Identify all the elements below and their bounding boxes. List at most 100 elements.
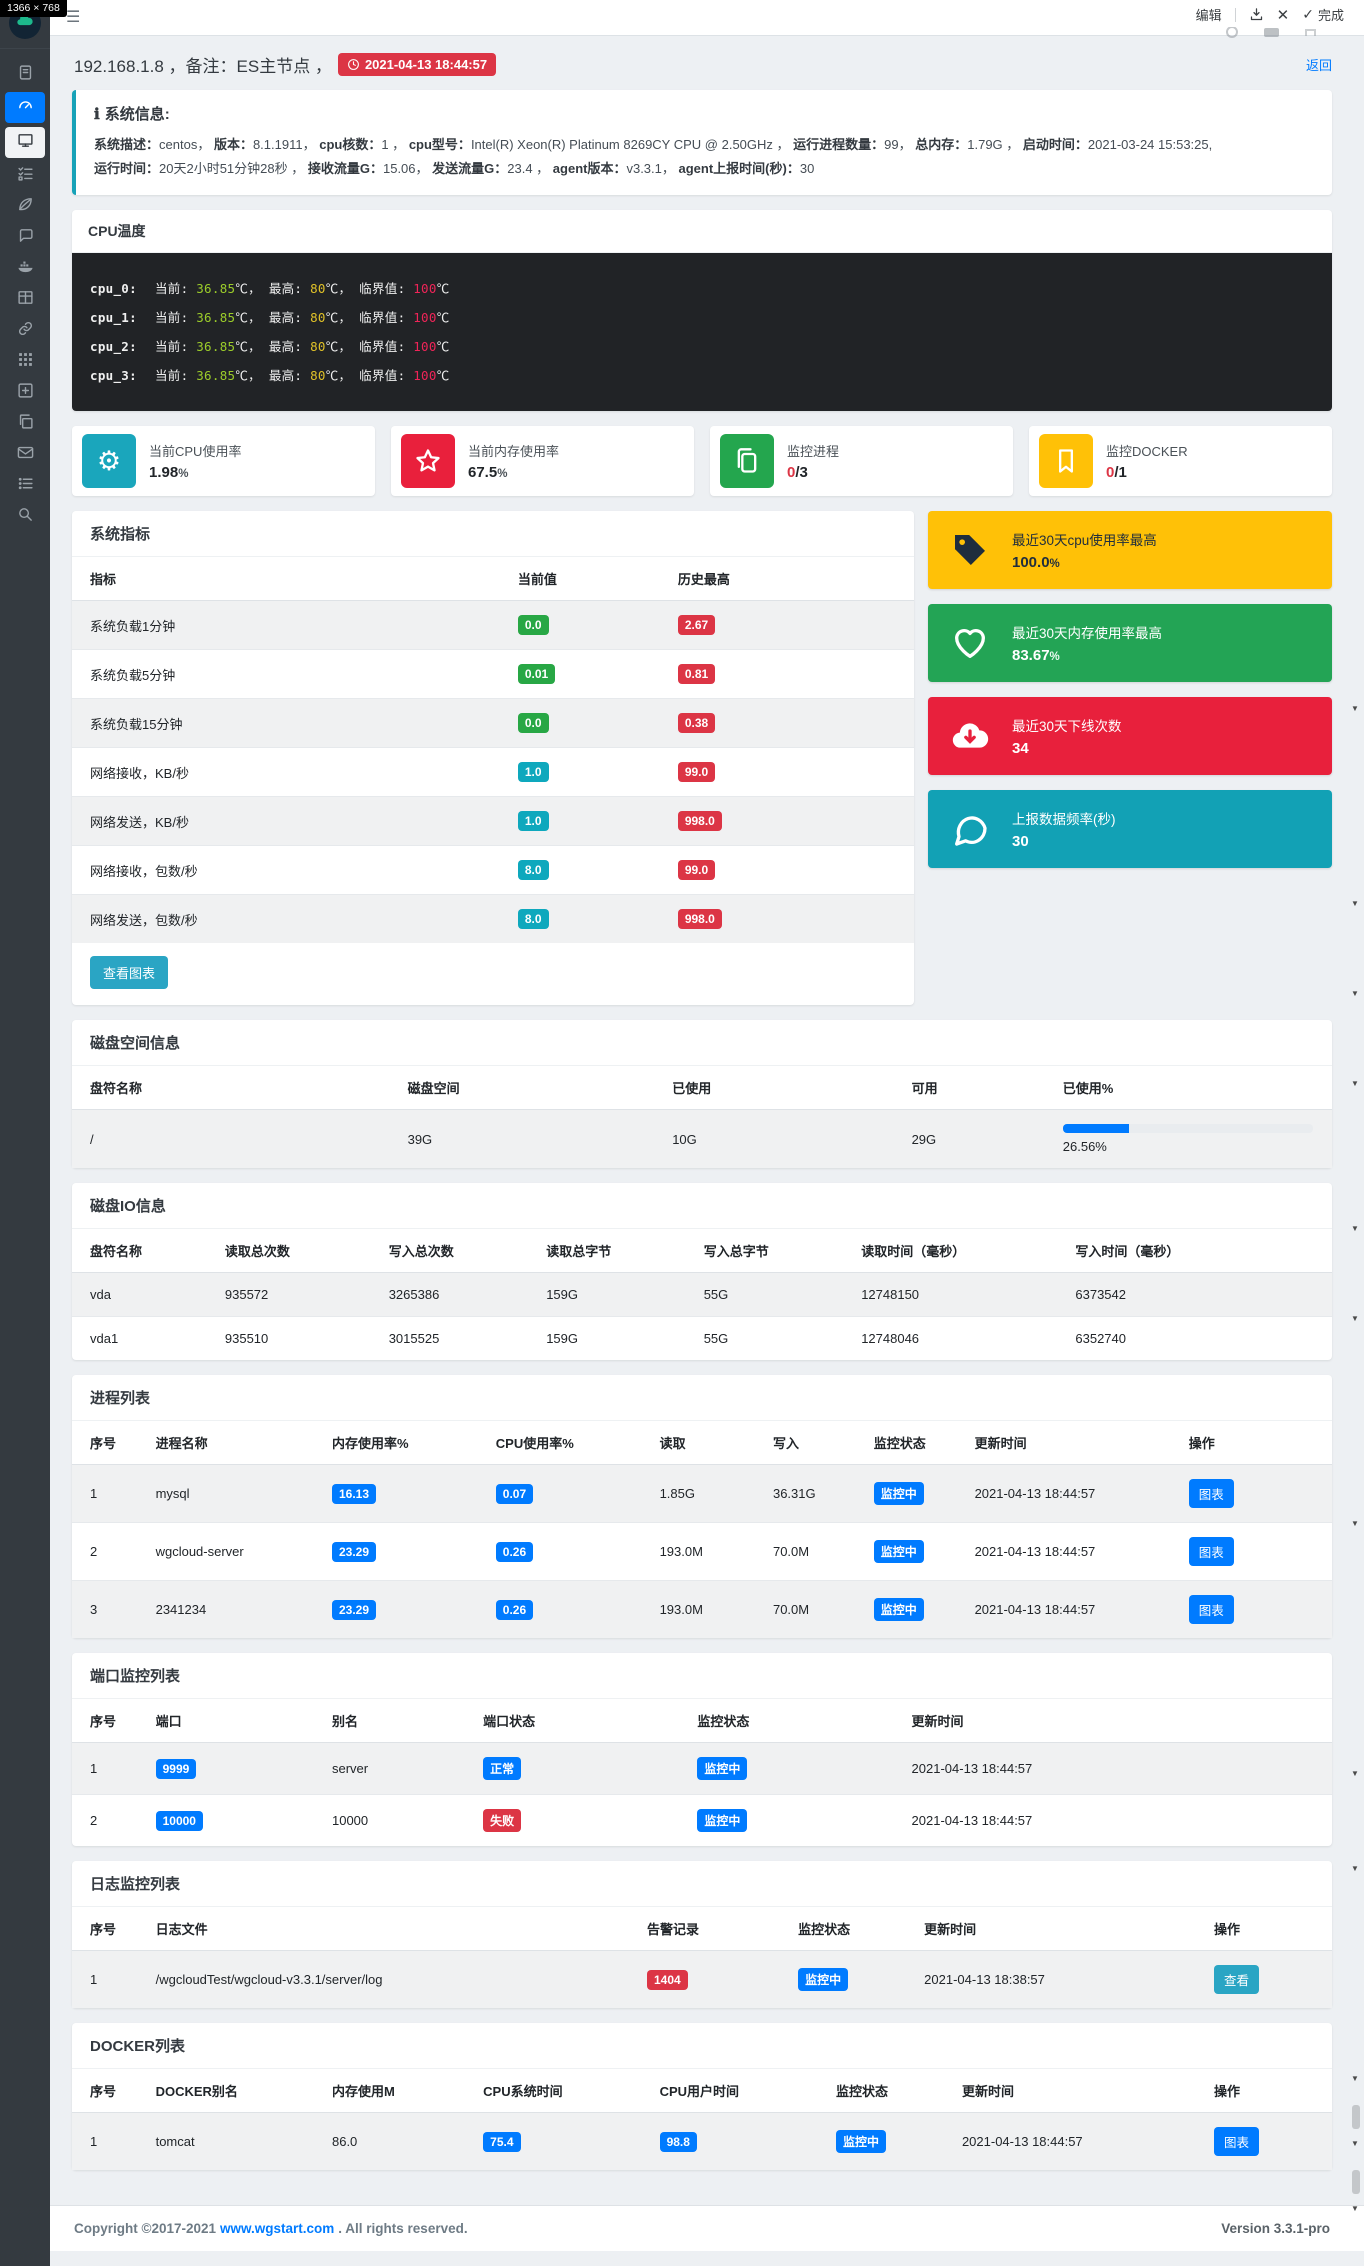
sidebar-item-messages[interactable]	[5, 224, 45, 251]
sidebar-item-leaf[interactable]	[5, 193, 45, 220]
scroll-arrow-icon[interactable]: ▼	[1351, 1864, 1359, 1873]
resolution-badge: 1366 × 768	[0, 0, 67, 17]
disk-usage-percent: 26.56%	[1062, 1139, 1107, 1155]
scroll-arrow-icon[interactable]: ▼	[1351, 1079, 1359, 1088]
sidebar-item-apps[interactable]	[5, 348, 45, 375]
capture-toolbar: 编辑 ✕ ✓ 完成	[1185, 2, 1354, 27]
offline-count-30d-card: 最近30天下线次数 34	[928, 697, 1332, 776]
sidebar-item-mail[interactable]	[5, 441, 45, 468]
back-link[interactable]: 返回	[1305, 58, 1332, 73]
scroll-arrow-icon[interactable]: ▼	[1351, 704, 1359, 713]
system-info-title: ℹ 系统信息:	[94, 106, 170, 123]
scroll-arrow-icon[interactable]: ▼	[1351, 2074, 1359, 2083]
search-icon	[17, 506, 34, 528]
cpu-usage-card: ⚙ 当前CPU使用率 1.98%	[72, 426, 375, 497]
copyright-text: Copyright ©2017-2021	[74, 2221, 217, 2237]
link-icon	[17, 320, 34, 342]
process-monitor-card: 监控进程 0/3	[710, 426, 1013, 497]
star-icon	[401, 434, 455, 489]
port-badge: 9999	[155, 1758, 197, 1779]
cpu-usage-badge: 0.26	[495, 1541, 534, 1562]
docker-icon	[17, 258, 34, 280]
chart-button[interactable]: 图表	[1213, 2127, 1259, 2157]
list-icon	[17, 475, 34, 497]
max-value-badge: 2.67	[677, 615, 716, 636]
system-info-card: ℹ 系统信息: 系统描述：centos， 版本：8.1.1911， cpu核数：1…	[72, 90, 1332, 196]
chart-button[interactable]: 图表	[1188, 1479, 1234, 1509]
comment-icon	[17, 227, 34, 249]
table-row: 2 10000 10000 失败 监控中 2021-04-13 18:44:57	[72, 1794, 1332, 1847]
sidebar-item-journal[interactable]	[5, 61, 45, 88]
edit-button[interactable]: 编辑	[1195, 8, 1222, 23]
disk-io-title: 磁盘IO信息	[72, 1183, 1332, 1230]
page-title: 192.168.1.8 ，备注：ES主节点 ，	[74, 57, 332, 76]
table-row: 1 mysql 16.13 0.07 1.85G 36.31G 监控中 2021-0…	[72, 1464, 1332, 1523]
table-row: 1 tomcat 86.0 75.4 98.8 监控中 2021-04-13 1…	[72, 2112, 1332, 2171]
pages-icon	[720, 434, 774, 489]
gear-icon: ⚙	[82, 434, 136, 489]
capture-toolbar-secondary	[1226, 26, 1316, 38]
journal-icon	[17, 64, 34, 86]
scroll-arrow-icon[interactable]: ▼	[1351, 1314, 1359, 1323]
heart-icon	[942, 623, 998, 663]
scroll-arrow-icon[interactable]: ▼	[1351, 989, 1359, 998]
cpu-max-30d-card: 最近30天cpu使用率最高 100.0%	[928, 511, 1332, 590]
scroll-arrow-icon[interactable]: ▼	[1351, 2204, 1359, 2213]
sidebar-item-dashboard[interactable]	[5, 92, 45, 123]
log-table: 序号 日志文件 告警记录 监控状态 更新时间 操作 1 /wgcloudTest…	[72, 1907, 1332, 2009]
cpu-usage-badge: 0.07	[495, 1483, 534, 1504]
sidebar-item-table[interactable]	[5, 286, 45, 313]
current-value-badge: 0.0	[517, 713, 549, 734]
topbar: ☰	[50, 0, 1364, 36]
chart-button[interactable]: 图表	[1188, 1595, 1234, 1625]
cpu-user-badge: 98.8	[659, 2131, 697, 2152]
cpu-temp-row: cpu_3: 当前: 36.85℃， 最高: 80℃， 临界值: 100℃	[90, 368, 450, 384]
sidebar-item-copy[interactable]	[5, 410, 45, 437]
report-frequency-card: 上报数据频率(秒) 30	[928, 790, 1332, 869]
scroll-arrow-icon[interactable]: ▼	[1351, 899, 1359, 908]
view-chart-button[interactable]: 查看图表	[90, 956, 169, 990]
scroll-arrow-icon[interactable]: ▼	[1351, 1769, 1359, 1778]
sidebar-item-hosts[interactable]	[5, 127, 45, 158]
close-icon[interactable]: ✕	[1276, 6, 1290, 24]
scroll-arrow-icon[interactable]: ▼	[1351, 1224, 1359, 1233]
chart-button[interactable]: 图表	[1188, 1537, 1234, 1567]
scrollbar-thumb[interactable]	[1352, 2105, 1360, 2129]
port-list-title: 端口监控列表	[72, 1653, 1332, 1700]
sidebar-item-search[interactable]	[5, 503, 45, 530]
log-list-title: 日志监控列表	[72, 1861, 1332, 1908]
sidebar-item-docker[interactable]	[5, 255, 45, 282]
scrollbar[interactable]: ▼ ▼ ▼ ▼ ▼ ▼ ▼ ▼ ▼ ▼ ▼ ▼	[1348, 0, 1364, 2266]
view-button[interactable]: 查看	[1213, 1965, 1259, 1995]
status-badge: 监控中	[835, 2130, 886, 2154]
footer-link[interactable]: www.wgstart.com	[220, 2221, 335, 2237]
mem-usage-badge: 23.29	[331, 1599, 377, 1620]
max-value-badge: 99.0	[677, 860, 716, 881]
port-badge: 10000	[155, 1810, 203, 1831]
download-icon[interactable]	[1249, 7, 1264, 22]
window-tool-icon[interactable]	[1305, 28, 1316, 36]
scroll-arrow-icon[interactable]: ▼	[1351, 1519, 1359, 1528]
info-icon: ℹ	[94, 107, 100, 123]
undo-icon[interactable]	[1226, 26, 1238, 38]
process-list-title: 进程列表	[72, 1375, 1332, 1422]
rectangle-tool-icon[interactable]	[1264, 27, 1279, 37]
sidebar-item-add[interactable]	[5, 379, 45, 406]
cpu-temp-card: CPU温度 cpu_0: 当前: 36.85℃， 最高: 80℃， 临界值: 10…	[72, 210, 1332, 412]
page-head: 192.168.1.8 ，备注：ES主节点 ， 2021-04-13 18:44…	[72, 52, 1332, 77]
sidebar-item-tasks[interactable]	[5, 162, 45, 189]
current-value-badge: 0.01	[517, 664, 556, 685]
scrollbar-thumb[interactable]	[1352, 2170, 1360, 2194]
scroll-arrow-icon[interactable]: ▼	[1351, 2139, 1359, 2148]
table-icon	[17, 289, 34, 311]
menu-toggle-icon[interactable]: ☰	[66, 8, 81, 26]
cpu-temp-row: cpu_0: 当前: 36.85℃， 最高: 80℃， 临界值: 100℃	[90, 281, 450, 297]
sidebar-item-links[interactable]	[5, 317, 45, 344]
port-list-card: 端口监控列表 序号 端口 别名 端口状态 监控状态 更新时间 1 9	[72, 1653, 1332, 1847]
confirm-button[interactable]: ✓ 完成	[1302, 6, 1344, 23]
footer: Copyright ©2017-2021 www.wgstart.com . A…	[50, 2205, 1364, 2252]
sidebar-item-list[interactable]	[5, 472, 45, 499]
mem-max-30d-card: 最近30天内存使用率最高 83.67%	[928, 604, 1332, 683]
cpu-usage-badge: 0.26	[495, 1599, 534, 1620]
apps-grid-icon	[17, 351, 34, 373]
